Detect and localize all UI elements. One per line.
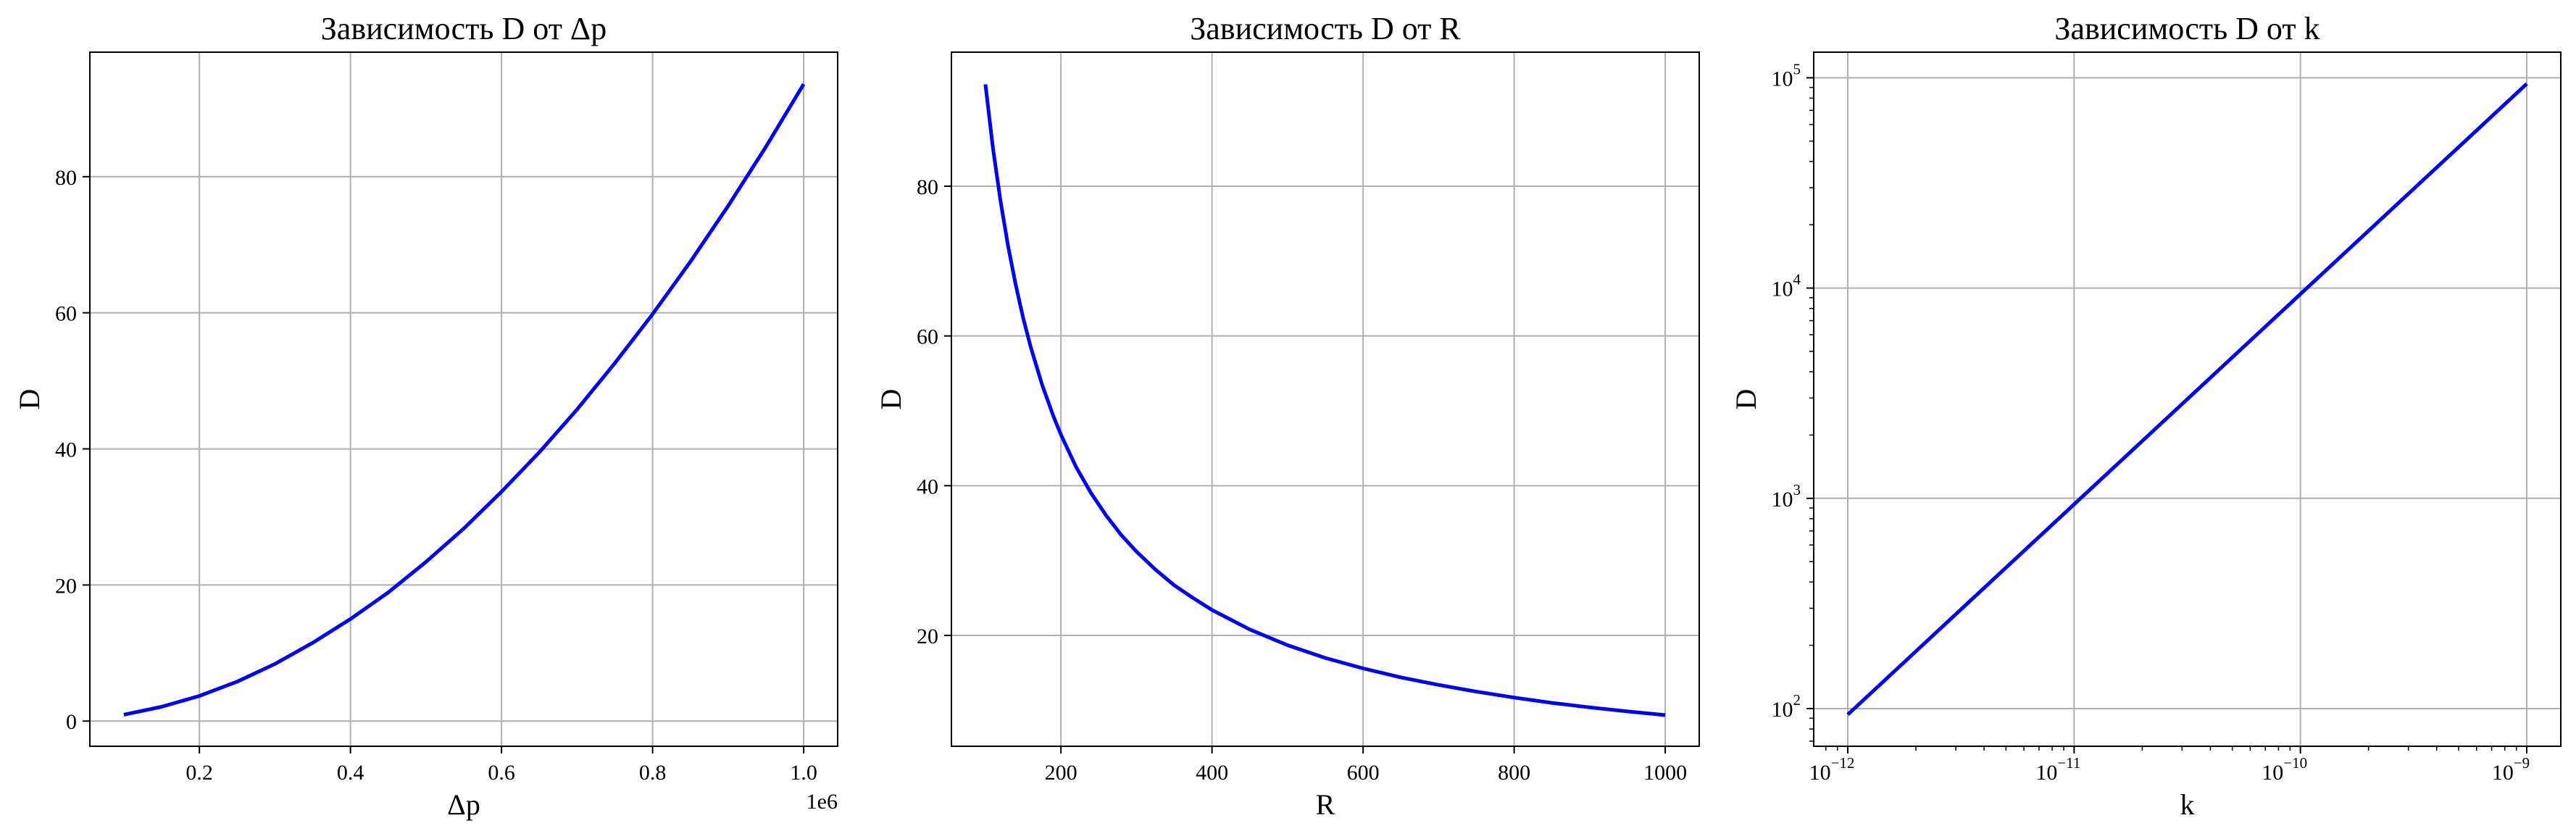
x-tick-label: 800 bbox=[1498, 761, 1530, 785]
y-tick-label: 20 bbox=[55, 574, 77, 598]
series-line bbox=[123, 83, 806, 717]
plot-frame bbox=[89, 51, 838, 747]
x-tick-label: 0.4 bbox=[337, 761, 364, 785]
y-tick-label: 40 bbox=[55, 438, 77, 462]
y-axis-label: D bbox=[1730, 389, 1762, 410]
x-offset-label: 1e6 bbox=[806, 790, 838, 814]
y-tick-label: 104 bbox=[1772, 271, 1801, 301]
x-tick-label: 1000 bbox=[1643, 761, 1687, 785]
series-line bbox=[983, 84, 1666, 717]
y-tick-label: 80 bbox=[917, 175, 938, 199]
y-tick-label: 80 bbox=[55, 166, 77, 190]
y-tick-label: 60 bbox=[917, 325, 938, 349]
y-tick-label: 102 bbox=[1772, 691, 1801, 722]
chart-title: Зависимость D от Δp bbox=[321, 11, 607, 46]
x-axis-label: Δp bbox=[447, 788, 480, 821]
x-tick-label: 10−9 bbox=[2492, 754, 2530, 785]
x-tick-label: 1.0 bbox=[790, 761, 817, 785]
y-tick-label: 20 bbox=[917, 625, 938, 648]
plot-frame bbox=[951, 51, 1700, 747]
y-axis-label: D bbox=[875, 389, 907, 410]
y-tick-label: 105 bbox=[1772, 60, 1801, 91]
y-tick-label: 103 bbox=[1772, 481, 1801, 512]
chart-d-vs-r: 200 400 600 800 1000 20 40 60 80 Зависимость D от… bbox=[875, 11, 1700, 821]
x-tick-label: 400 bbox=[1196, 761, 1228, 785]
x-tick-label: 600 bbox=[1347, 761, 1380, 785]
chart-d-vs-delta-p: 0.2 0.4 0.6 0.8 1.0 0 20 40 60 80 Зависимость D от… bbox=[13, 11, 838, 821]
y-tick-label: 60 bbox=[55, 302, 77, 326]
x-axis-label: R bbox=[1316, 788, 1335, 821]
y-axis-label: D bbox=[13, 389, 46, 410]
x-tick-label: 0.8 bbox=[639, 761, 667, 785]
y-tick-label: 0 bbox=[66, 710, 77, 734]
chart-title: Зависимость D от k bbox=[2054, 11, 2319, 46]
x-tick-label: 0.6 bbox=[488, 761, 515, 785]
chart-d-vs-k: 10−12 10−11 10−10 10−9 102 103 104 105 Зависимос… bbox=[1730, 11, 2562, 821]
x-tick-label: 200 bbox=[1045, 761, 1077, 785]
x-tick-label: 0.2 bbox=[186, 761, 213, 785]
chart-title: Зависимость D от R bbox=[1190, 11, 1461, 46]
x-tick-label: 10−11 bbox=[2035, 754, 2080, 785]
y-tick-label: 40 bbox=[917, 475, 938, 498]
x-tick-label: 10−12 bbox=[1809, 754, 1855, 785]
x-tick-label: 10−10 bbox=[2262, 754, 2307, 785]
x-axis-label: k bbox=[2180, 788, 2195, 821]
series-line bbox=[1846, 82, 2528, 717]
plot-frame bbox=[1813, 51, 2562, 747]
